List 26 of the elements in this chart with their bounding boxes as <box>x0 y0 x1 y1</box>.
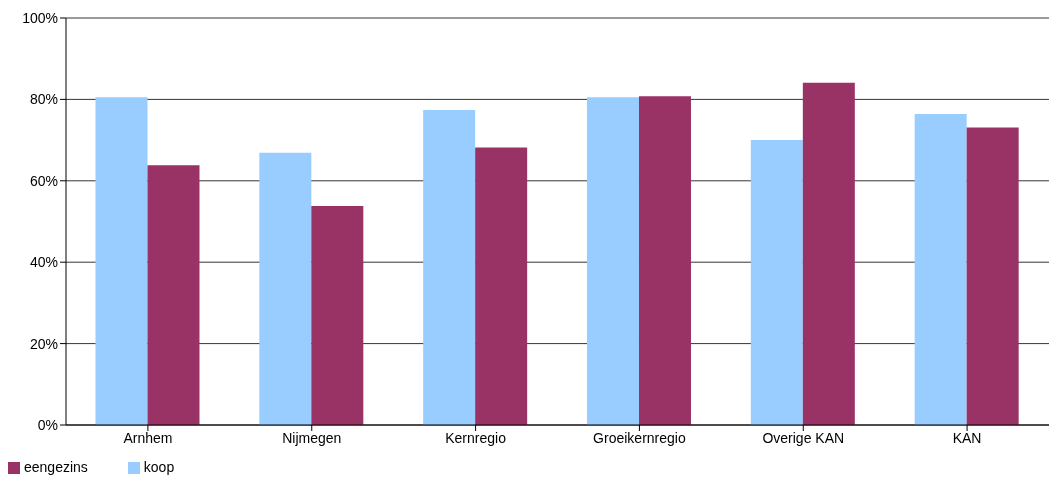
bar <box>423 109 476 425</box>
bar <box>750 140 803 425</box>
bar <box>802 82 855 425</box>
y-tick-label: 20% <box>29 335 58 352</box>
y-tick-label: 100% <box>22 9 58 26</box>
bar <box>914 114 967 425</box>
x-tick-label: Kernregio <box>445 429 507 446</box>
bar <box>586 97 639 425</box>
legend-label: eengezins <box>24 459 88 475</box>
bar <box>966 127 1019 425</box>
y-tick-label: 40% <box>29 254 58 271</box>
bar <box>95 97 148 425</box>
x-tick-label: Nijmegen <box>282 429 342 446</box>
y-tick-label: 60% <box>29 172 58 189</box>
legend-label: koop <box>143 459 175 475</box>
x-tick-label: Overige KAN <box>762 429 845 446</box>
bar <box>259 152 312 425</box>
bar <box>475 147 528 425</box>
x-tick-label: Arnhem <box>123 429 173 446</box>
bar <box>147 165 200 425</box>
y-tick-label: 0% <box>37 416 58 433</box>
bar <box>638 96 691 425</box>
bar <box>311 206 364 425</box>
x-tick-label: KAN <box>952 429 982 446</box>
y-tick-label: 80% <box>29 91 58 108</box>
x-tick-label: Groeikernregio <box>593 429 686 446</box>
